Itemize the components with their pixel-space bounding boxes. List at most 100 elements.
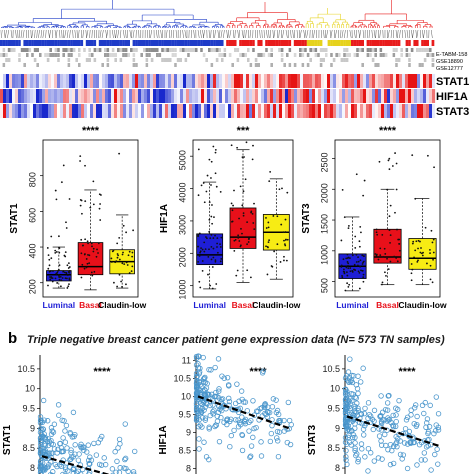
annotation-cell bbox=[59, 40, 63, 46]
y-tick-label: 4000 bbox=[177, 183, 187, 203]
scatter-point bbox=[195, 410, 201, 416]
heatmap-cell bbox=[297, 74, 301, 88]
annotation-cell bbox=[54, 63, 58, 67]
annotation-cell bbox=[156, 40, 159, 46]
annotation-cell bbox=[366, 58, 370, 62]
dendro-tick bbox=[208, 29, 210, 39]
dataset-label-3: GSE12777 bbox=[436, 66, 463, 72]
heatmap-cell bbox=[420, 104, 424, 118]
annotation-cell bbox=[382, 63, 385, 67]
annotation-cell bbox=[70, 58, 73, 62]
heatmap-cell bbox=[129, 74, 133, 88]
dendro-tick bbox=[249, 29, 251, 39]
annotation-cell bbox=[421, 58, 424, 62]
scatter-point bbox=[358, 410, 364, 417]
data-point bbox=[87, 253, 89, 256]
data-point bbox=[417, 259, 419, 262]
annotation-cell bbox=[171, 48, 175, 52]
data-point bbox=[98, 207, 101, 210]
annotation-cell bbox=[10, 48, 14, 52]
scatter-point bbox=[396, 397, 402, 404]
scatter-point bbox=[46, 439, 53, 445]
heatmap-cell bbox=[180, 104, 184, 118]
annotation-cell bbox=[366, 63, 370, 67]
dendro-tick bbox=[5, 29, 7, 39]
dendro-tick bbox=[346, 29, 348, 39]
heatmap-cell bbox=[30, 74, 34, 88]
heatmap-cell bbox=[18, 89, 22, 103]
annotation-cell bbox=[93, 40, 97, 46]
annotation-cell bbox=[416, 63, 419, 67]
annotation-cell bbox=[319, 63, 323, 67]
annotation-cell bbox=[429, 48, 432, 52]
data-point bbox=[280, 223, 283, 226]
annotation-cell bbox=[135, 40, 138, 46]
annotation-cell bbox=[382, 40, 385, 46]
data-point bbox=[416, 260, 419, 263]
y-tick-label: 2000 bbox=[177, 247, 187, 267]
scatter-point bbox=[343, 412, 349, 419]
heatmap-cell bbox=[360, 104, 364, 118]
scatter-point bbox=[367, 450, 374, 456]
category-label: Luminal bbox=[43, 300, 76, 310]
scatter-point bbox=[74, 470, 80, 474]
annotation-cell bbox=[0, 48, 3, 52]
annotation-cell bbox=[410, 63, 414, 67]
data-point bbox=[212, 256, 215, 259]
scatter-point bbox=[355, 373, 361, 379]
annotation-cell bbox=[379, 40, 383, 46]
dendro-tick bbox=[397, 29, 399, 39]
annotation-cell bbox=[252, 48, 255, 52]
annotation-cell bbox=[364, 58, 367, 62]
annotation-cell bbox=[327, 63, 331, 67]
scatter-point bbox=[433, 422, 439, 428]
heatmap-cell bbox=[171, 89, 175, 103]
data-point bbox=[116, 253, 119, 255]
data-point bbox=[360, 231, 362, 234]
heatmap-cell bbox=[108, 104, 112, 118]
data-point bbox=[82, 244, 84, 247]
scatter-point bbox=[342, 421, 349, 428]
data-point bbox=[411, 268, 414, 271]
annotation-cell bbox=[96, 58, 99, 62]
data-point bbox=[61, 277, 64, 279]
annotation-cell bbox=[161, 48, 164, 52]
data-point bbox=[236, 269, 239, 272]
annotation-cell bbox=[41, 40, 45, 46]
annotation-cell bbox=[338, 63, 341, 67]
scatter-point bbox=[376, 426, 382, 432]
heatmap-cell bbox=[324, 104, 328, 118]
heatmap-cell bbox=[240, 89, 244, 103]
data-point bbox=[206, 174, 209, 177]
dendro-tick bbox=[334, 29, 337, 39]
heatmap-cell bbox=[225, 104, 229, 118]
scatter-point bbox=[435, 411, 442, 417]
scatter-point bbox=[122, 455, 129, 462]
y-tick-label: 8 bbox=[30, 463, 35, 473]
heatmap-cell bbox=[420, 74, 424, 88]
annotation-cell bbox=[249, 40, 253, 46]
scatter-point bbox=[221, 375, 227, 381]
data-point bbox=[388, 157, 391, 160]
data-point bbox=[210, 258, 213, 261]
annotation-cell bbox=[31, 63, 34, 67]
data-point bbox=[216, 242, 219, 245]
data-point bbox=[359, 225, 362, 228]
annotation-cell bbox=[223, 48, 227, 52]
heatmap-cell bbox=[249, 74, 253, 88]
annotation-cell bbox=[91, 63, 94, 67]
heatmap-cell bbox=[93, 89, 97, 103]
annotation-cell bbox=[122, 48, 125, 52]
scatter-point bbox=[379, 456, 385, 462]
heatmap-cell bbox=[117, 74, 121, 88]
scatter-point bbox=[193, 415, 200, 422]
heatmap-cell bbox=[153, 74, 157, 88]
annotation-cell bbox=[400, 58, 404, 62]
dendro-tick bbox=[106, 29, 108, 39]
heatmap-cell bbox=[411, 104, 415, 118]
dendro-tick bbox=[42, 29, 45, 39]
annotation-cell bbox=[431, 58, 435, 62]
data-point bbox=[90, 242, 93, 245]
annotation-cell bbox=[156, 53, 159, 57]
